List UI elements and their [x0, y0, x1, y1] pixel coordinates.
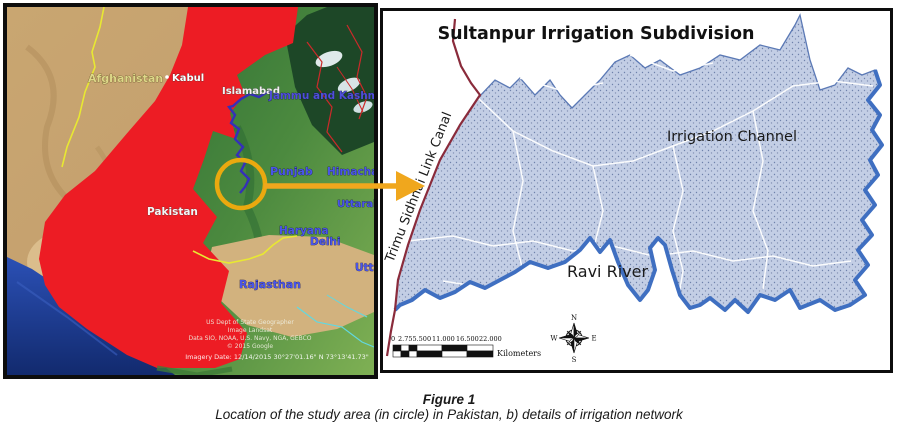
compass-n: N	[571, 314, 577, 322]
pakistan-map: Afghanistan Kabul Islamabad Jammu and Ka…	[7, 7, 374, 375]
ravi-river-line	[393, 69, 884, 314]
label-haryana: Haryana	[279, 225, 329, 237]
scale-tick-2: 11.000	[432, 335, 455, 343]
label-irrigation-channel: Irrigation Channel	[667, 129, 797, 145]
scale-tick-0: 0	[391, 335, 395, 343]
label-delhi: Delhi	[310, 236, 341, 248]
label-afghanistan: Afghanistan	[88, 72, 163, 85]
scale-unit: Kilometers	[497, 349, 541, 358]
attribution-line-1: US Dept of State Geographer	[206, 319, 294, 326]
label-jammu-kashmir: Jammu and Kashmir	[268, 90, 374, 102]
scale-bar: 0 2.755.500 11.000 16.500 22.000	[391, 335, 541, 358]
figure-caption: Figure 1 Location of the study area (in …	[0, 392, 898, 422]
link-canal-line	[385, 18, 482, 357]
attribution-line-3: Data SIO, NOAA, U.S. Navy, NGA, GEBCO	[188, 335, 311, 342]
compass-s: S	[572, 356, 577, 364]
caption-title: Figure 1	[422, 392, 476, 407]
irrigation-map-panel: Sultanpur Irrigation Subdivision Trimu S…	[380, 8, 893, 373]
label-himachal: Himachal Pra	[327, 166, 374, 178]
attribution-line-2: Image Landsat	[228, 327, 273, 334]
border-line-rajasthan	[192, 235, 298, 264]
compass-w: W	[550, 335, 558, 343]
label-ravi-river: Ravi River	[567, 262, 648, 281]
label-uttar: Uttar P	[355, 262, 374, 274]
compass-rose: N S W E	[550, 314, 596, 364]
scale-tick-1: 2.755.500	[398, 335, 431, 343]
label-pakistan: Pakistan	[147, 206, 198, 218]
label-punjab: Punjab	[270, 165, 313, 178]
map-title: Sultanpur Irrigation Subdivision	[438, 24, 755, 44]
label-rajasthan: Rajasthan	[239, 278, 301, 291]
label-islamabad: Islamabad	[222, 86, 280, 97]
label-uttarakhand: Uttarakhan	[337, 199, 374, 210]
pakistan-map-panel: Afghanistan Kabul Islamabad Jammu and Ka…	[3, 3, 378, 379]
label-kabul: Kabul	[172, 73, 204, 84]
pakistan-red-region	[39, 7, 298, 368]
attribution-line-4: © 2015 Google	[227, 343, 274, 350]
scale-tick-3: 16.500	[456, 335, 479, 343]
border-line-west	[61, 7, 105, 168]
kashmir-mountains	[285, 7, 374, 155]
imagery-date-line: Imagery Date: 12/14/2015 30°27'01.16" N …	[185, 353, 369, 361]
rajasthan-region	[206, 235, 374, 337]
scale-tick-4: 22.000	[479, 335, 502, 343]
compass-e: E	[591, 335, 596, 343]
caption-text: Location of the study area (in circle) i…	[215, 407, 683, 422]
irrigation-map: Sultanpur Irrigation Subdivision Trimu S…	[383, 13, 884, 364]
